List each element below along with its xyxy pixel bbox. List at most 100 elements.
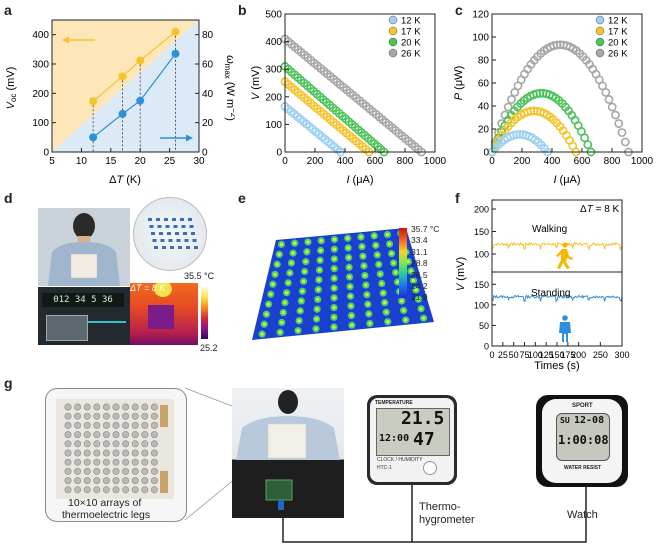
e-leg-core: [301, 279, 306, 283]
a-xtick-label: 10: [76, 156, 88, 167]
g-leg: [83, 467, 91, 475]
e-leg-core: [372, 234, 376, 238]
d-tile: [160, 239, 165, 242]
f-xlabel: Times (s): [534, 360, 579, 372]
g-leg: [64, 440, 72, 448]
g-leg: [141, 458, 149, 466]
e-leg-core: [318, 258, 322, 262]
g-leg: [141, 431, 149, 439]
e-leg-core: [317, 268, 322, 272]
hygrometer-model: HTC-1: [377, 465, 392, 471]
g-leg: [122, 412, 130, 420]
hygrometer-time: 12:00: [379, 433, 410, 444]
g-leg: [131, 440, 139, 448]
e-leg-core: [396, 280, 400, 284]
a-xtick-label: 15: [105, 156, 117, 167]
a-xlabel: ΔT (K): [109, 174, 141, 186]
g-leg: [122, 467, 130, 475]
d-tile: [165, 225, 170, 228]
f-walking-label: Walking: [532, 224, 567, 235]
e-leg-core: [319, 239, 323, 243]
g-leg: [93, 467, 101, 475]
a-y2tick-label: 20: [202, 118, 214, 129]
chart-b-legend-label: 12 K: [401, 16, 421, 27]
g-leg: [83, 412, 91, 420]
panel-label-c: c: [455, 2, 463, 18]
e-leg-core: [275, 262, 279, 266]
chart-c-legend-label: 20 K: [608, 38, 628, 49]
left-arrow-icon: [62, 36, 95, 44]
watch-date: 12-08: [574, 415, 605, 426]
e-leg-core: [411, 278, 416, 283]
c-xlabel: I (μA): [553, 174, 580, 186]
g-leg: [93, 449, 101, 457]
a-y2tick-label: 40: [202, 89, 214, 100]
a-y2tick-label: 0: [202, 148, 208, 159]
g-leg: [122, 440, 130, 448]
g-leg: [112, 467, 120, 475]
e-leg-core: [280, 320, 284, 325]
g-leg: [102, 449, 110, 457]
tile-array-render: [133, 197, 207, 271]
d-tile: [162, 246, 166, 249]
thermal-head: [154, 283, 172, 297]
g-leg: [150, 477, 158, 485]
g-leg: [112, 449, 120, 457]
e-leg-core: [422, 316, 426, 320]
g-leg: [83, 403, 91, 411]
e-leg-core: [332, 286, 336, 290]
f-ytick-top-label: 200: [474, 205, 489, 215]
a-xtick-label: 25: [164, 156, 176, 167]
chart-c-point: [607, 102, 617, 112]
e-leg-core: [359, 235, 363, 239]
g-leg: [64, 458, 72, 466]
person-back-photo: [38, 208, 130, 286]
f-xtick-label: 0: [489, 350, 494, 360]
e-leg-core: [362, 264, 366, 268]
chart-b-ytick-label: 100: [265, 120, 282, 131]
g-leg: [150, 431, 158, 439]
voltmeter-cable: [88, 321, 126, 323]
e-leg-core: [291, 251, 295, 255]
a-y2label: ωmax (W m−2): [223, 55, 235, 121]
g-leg: [131, 486, 139, 494]
chart-c-point: [515, 130, 525, 139]
e-leg-core: [378, 272, 382, 276]
d-tile: [151, 232, 155, 235]
e-leg-core: [363, 273, 367, 278]
watch-resist: WATER RESIST: [564, 465, 602, 471]
g-leg: [102, 458, 110, 466]
e-leg-core: [361, 254, 365, 258]
a-point: [171, 49, 180, 58]
e-leg-core: [347, 275, 352, 279]
e-leg-core: [296, 328, 300, 333]
chart-b: 12 K17 K20 K26 K I (μA) V (mV) 0 200 400 60…: [250, 10, 447, 187]
d-tile: [170, 246, 174, 249]
f-annotation: ΔT = 8 K: [580, 204, 620, 215]
chart-c-legend-label: 17 K: [608, 27, 628, 38]
a-point: [118, 72, 127, 81]
chart-b-legend-label: 17 K: [401, 27, 421, 38]
d-tile: [194, 246, 198, 249]
e-leg-core: [288, 271, 292, 275]
e-leg-core: [347, 255, 351, 260]
b-ylabel: V (mV): [250, 66, 262, 100]
d-tile: [167, 232, 171, 235]
blue-region: [52, 20, 199, 152]
g-leg: [112, 403, 120, 411]
watch-label: Watch: [567, 509, 598, 521]
e-leg-core: [319, 248, 323, 253]
g-leg: [74, 431, 82, 439]
g-leg: [122, 431, 130, 439]
g-leg: [112, 486, 120, 494]
e-leg-core: [277, 252, 281, 256]
a-ytick-label: 0: [43, 148, 49, 159]
g-leg: [64, 486, 72, 494]
g-leg: [150, 486, 158, 494]
e-leg-core: [298, 309, 302, 313]
a-series-line: [92, 31, 176, 102]
g-leg: [122, 421, 130, 429]
panel-label-g: g: [4, 375, 13, 391]
panel-label-b: b: [238, 2, 247, 18]
e-leg-core: [289, 261, 294, 265]
